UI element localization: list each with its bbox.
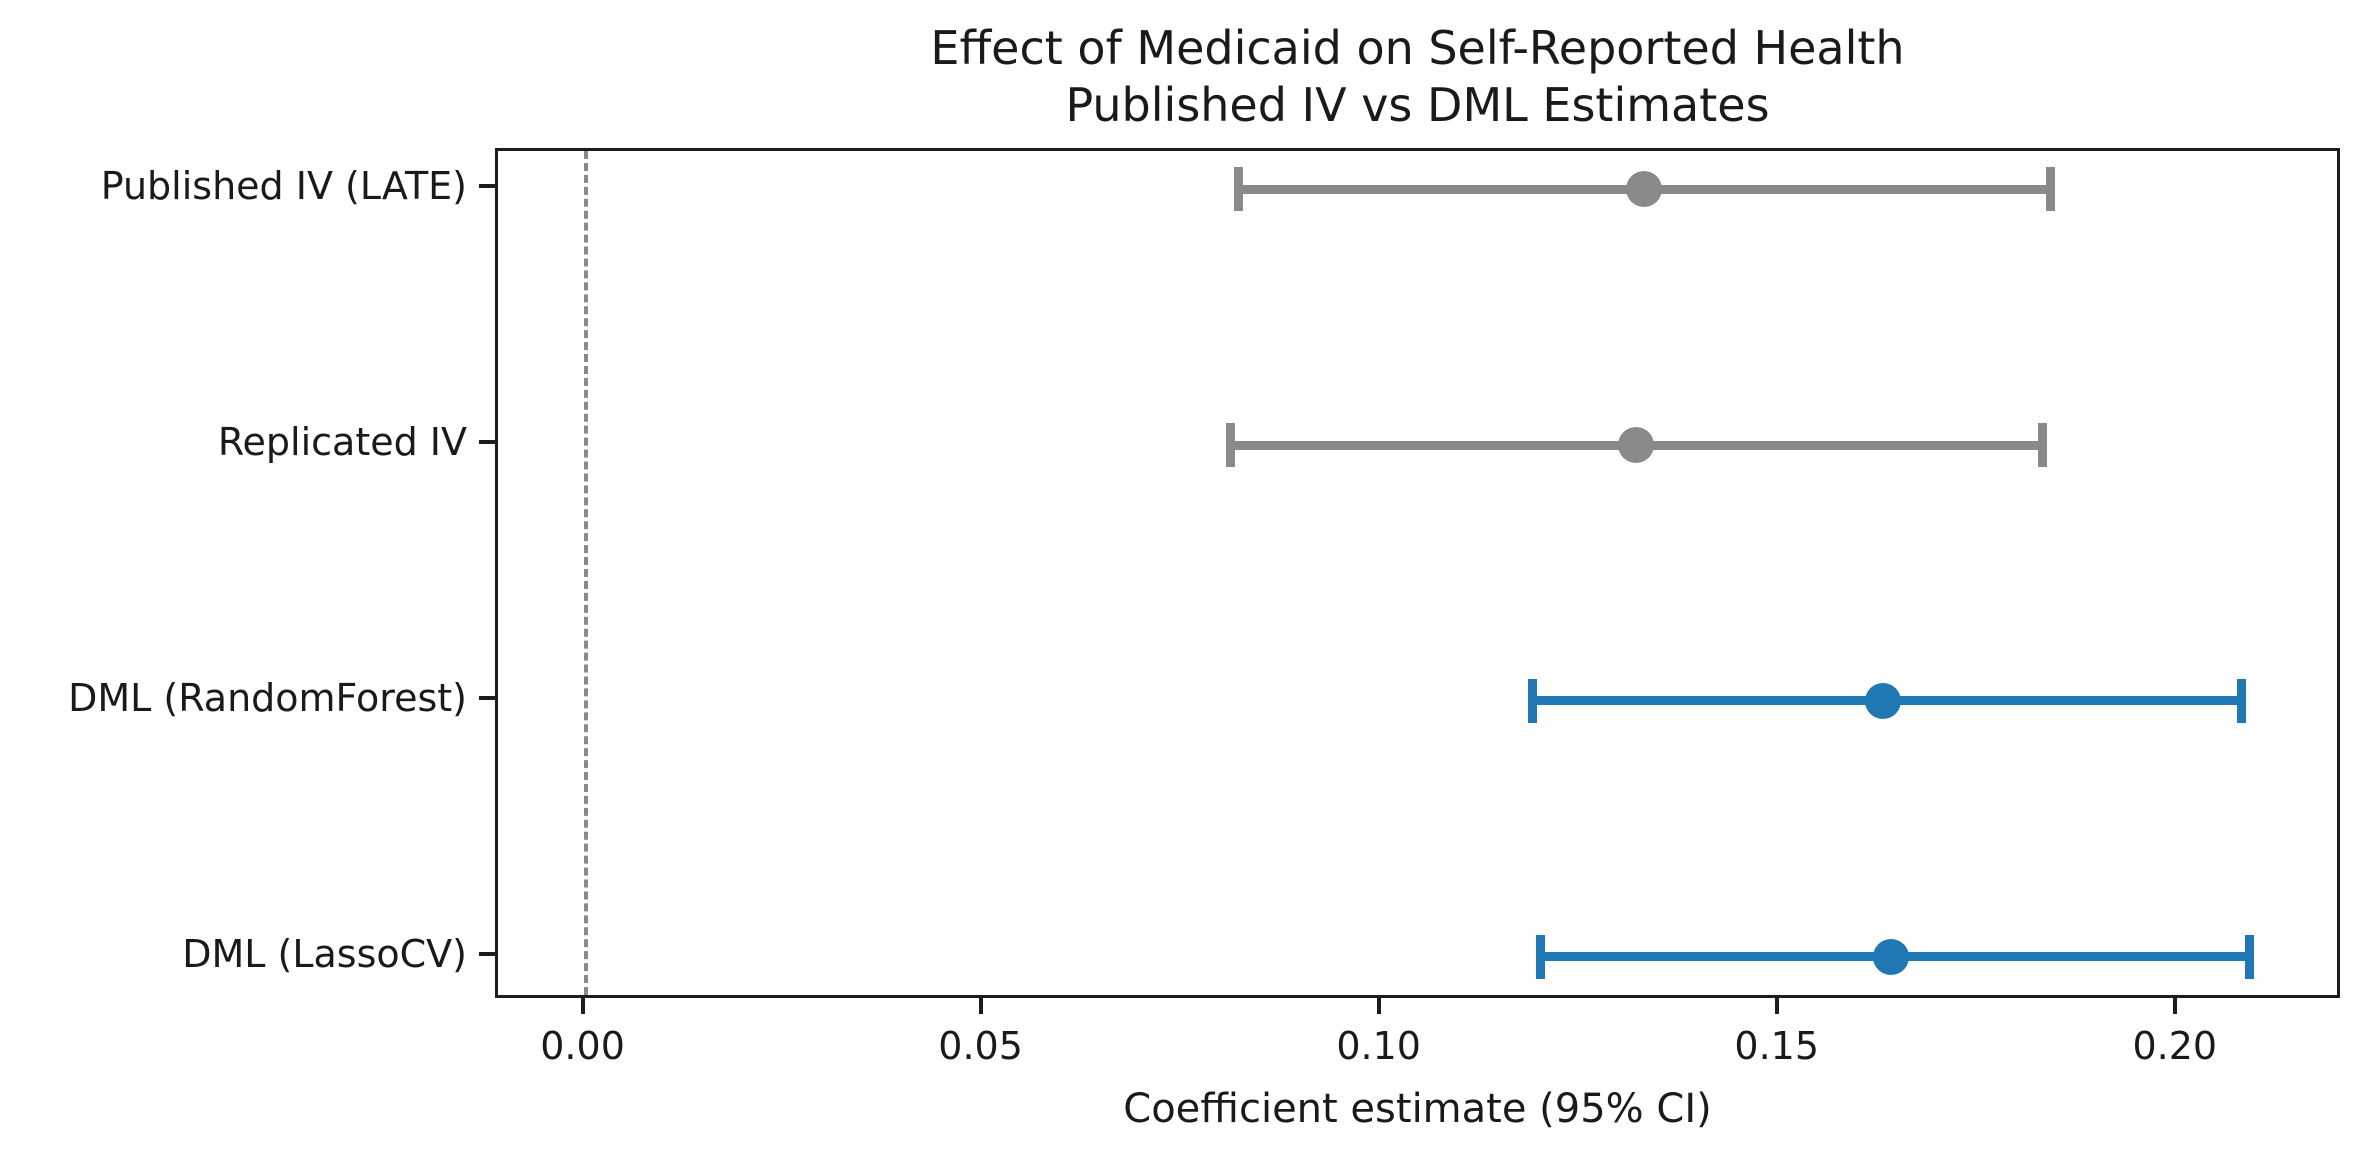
error-bar-cap-right xyxy=(2045,167,2055,212)
error-bar-cap-left xyxy=(1536,934,1546,979)
x-tick-label: 0.20 xyxy=(2132,1024,2218,1068)
error-bar-cap-left xyxy=(1225,423,1235,468)
error-bar-cap-right xyxy=(2037,423,2047,468)
chart-title: Effect of Medicaid on Self-Reported Heal… xyxy=(495,20,2340,134)
error-bar-cap-left xyxy=(1233,167,1243,212)
point-marker xyxy=(1626,171,1663,208)
x-tick-mark xyxy=(2172,998,2177,1014)
x-axis-label: Coefficient estimate (95% CI) xyxy=(1123,1086,1712,1132)
chart-title-line1: Effect of Medicaid on Self-Reported Heal… xyxy=(930,21,1905,75)
y-category-label: Replicated IV xyxy=(217,420,467,465)
x-tick-label: 0.05 xyxy=(938,1024,1023,1068)
x-tick-mark xyxy=(1376,998,1381,1014)
error-bar-cap-left xyxy=(1528,678,1538,723)
y-tick-mark xyxy=(479,440,495,445)
point-marker xyxy=(1865,682,1902,719)
x-tick-label: 0.15 xyxy=(1734,1024,1820,1068)
point-marker xyxy=(1873,938,1910,975)
y-category-label: DML (RandomForest) xyxy=(68,675,467,720)
point-marker xyxy=(1618,427,1655,464)
x-tick-label: 0.10 xyxy=(1336,1024,1421,1068)
y-category-label: DML (LassoCV) xyxy=(182,931,467,976)
x-tick-mark xyxy=(1774,998,1779,1014)
y-tick-mark xyxy=(479,951,495,956)
x-tick-label: 0.00 xyxy=(540,1024,625,1068)
plot-area xyxy=(495,148,2340,998)
zero-reference-line xyxy=(583,151,588,995)
error-bar-cap-right xyxy=(2244,934,2254,979)
x-tick-mark xyxy=(978,998,983,1014)
y-tick-mark xyxy=(479,695,495,700)
error-bar-cap-right xyxy=(2236,678,2246,723)
y-tick-mark xyxy=(479,184,495,189)
y-category-label: Published IV (LATE) xyxy=(100,164,467,209)
x-tick-mark xyxy=(580,998,585,1014)
chart-title-line2: Published IV vs DML Estimates xyxy=(1065,78,1770,132)
